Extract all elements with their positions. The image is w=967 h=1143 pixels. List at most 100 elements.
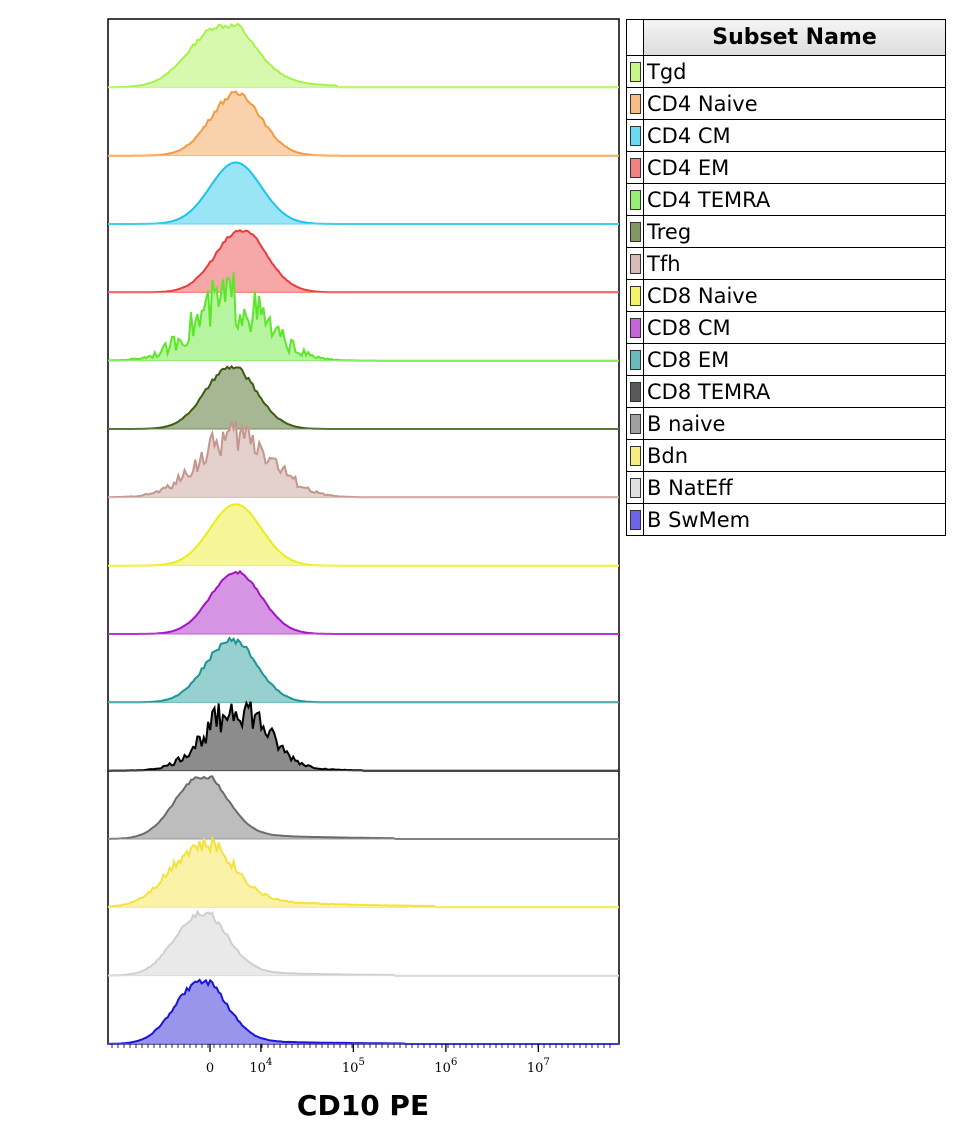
x-tick-label: 0 [206,1061,214,1076]
legend-swatch-cell [626,311,644,344]
ridge-fill [108,421,619,498]
ridge-fill [108,272,619,361]
ridge-fill [108,911,619,976]
legend-swatch [629,285,641,306]
ridge-treg [108,364,619,430]
ridge-fill [108,91,619,156]
legend-label: CD8 Naive [643,279,946,312]
ridge-fill [108,23,619,88]
ridge-fill [108,571,619,634]
legend-row: CD4 Naive [626,87,946,120]
legend-title: Subset Name [643,19,946,56]
ridge-cd4-naive [108,90,619,157]
legend-row: CD4 CM [626,119,946,152]
legend-swatch [629,413,641,434]
ridge-fill [108,701,619,771]
ridge-cd4-em [108,229,619,294]
ridge-cd8-naive [108,503,619,567]
legend-label: Tgd [643,55,946,88]
legend-label: CD8 TEMRA [643,375,946,408]
legend-swatch-cell [626,183,644,216]
legend-swatch-cell [626,119,644,152]
legend-row: B SwMem [626,503,946,536]
legend-label: Treg [643,215,946,248]
legend-swatch-cell [626,87,644,120]
legend-swatch-cell [626,471,644,504]
legend-swatch [629,381,641,402]
legend-swatch-cell [626,375,644,408]
legend-swatch [629,189,641,210]
ridge-fill [108,162,619,224]
legend-label: CD4 EM [643,151,946,184]
legend-swatch [629,445,641,466]
legend-row: CD8 TEMRA [626,375,946,408]
legend-row: CD4 EM [626,151,946,184]
histogram-ridges [107,22,619,1045]
legend-label: B NatEff [643,471,946,504]
legend-row: CD8 CM [626,311,946,344]
ridge-tfh [108,421,619,499]
legend-row: Tfh [626,247,946,280]
legend-swatch-cell [626,151,644,184]
ridge-fill [108,838,619,908]
legend-swatch-cell [626,55,644,88]
ridge-fill [108,638,619,703]
ridge-fill [108,230,619,293]
legend-swatch [629,93,641,114]
legend-row: CD8 EM [626,343,946,376]
legend-swatch [629,509,641,530]
legend-swatch [629,253,641,274]
legend-label: Bdn [643,439,946,472]
legend-swatch-cell [626,407,644,440]
legend-label: B naive [643,407,946,440]
legend-table: Subset Name Tgd CD4 Naive CD4 CM CD4 EM CD4 … [626,19,946,536]
legend-swatch-cell [626,215,644,248]
legend-row: B naive [626,407,946,440]
legend-swatch [629,157,641,178]
x-tick-label: 105 [342,1057,365,1076]
x-tick-label: 107 [527,1057,550,1076]
ridge-fill [108,366,619,429]
legend-swatch [629,61,641,82]
ridge-fill [108,979,619,1044]
legend-swatch-header [626,19,644,56]
x-axis: 0 104 105 106 107 [111,1044,611,1076]
legend-swatch-cell [626,247,644,280]
legend-row: Treg [626,215,946,248]
legend-swatch-cell [626,439,644,472]
legend-label: CD4 Naive [643,87,946,120]
legend-swatch [629,349,641,370]
legend-row: Tgd [626,55,946,88]
legend-swatch-cell [626,503,644,536]
legend-label: CD8 EM [643,343,946,376]
ridge-b-naive [108,775,619,840]
ridge-bdn [107,835,619,909]
legend-swatch [629,125,641,146]
ridge-cd8-em [108,636,619,704]
legend-row: B NatEff [626,471,946,504]
legend-swatch [629,221,641,242]
ridge-b-swmem [108,978,619,1045]
ridge-b-nateff [107,909,619,977]
ridge-cd8-cm [108,569,619,635]
ridge-cd4-cm [108,161,619,225]
legend-label: CD4 CM [643,119,946,152]
ridge-tgd [107,22,619,89]
legend-label: CD4 TEMRA [643,183,946,216]
legend-label: B SwMem [643,503,946,536]
legend-swatch-cell [626,279,644,312]
legend-swatch [629,477,641,498]
ridge-fill [108,776,619,839]
x-axis-title: CD10 PE [297,1089,429,1122]
x-tick-label: 106 [434,1057,457,1076]
legend-label: Tfh [643,247,946,280]
x-tick-label: 104 [249,1057,272,1076]
legend-row: CD8 Naive [626,279,946,312]
legend-swatch [629,317,641,338]
ridge-cd8-temra [108,700,619,772]
legend-row: Bdn [626,439,946,472]
ridge-cd4-temra [107,272,619,362]
legend-swatch-cell [626,343,644,376]
legend-row: CD4 TEMRA [626,183,946,216]
